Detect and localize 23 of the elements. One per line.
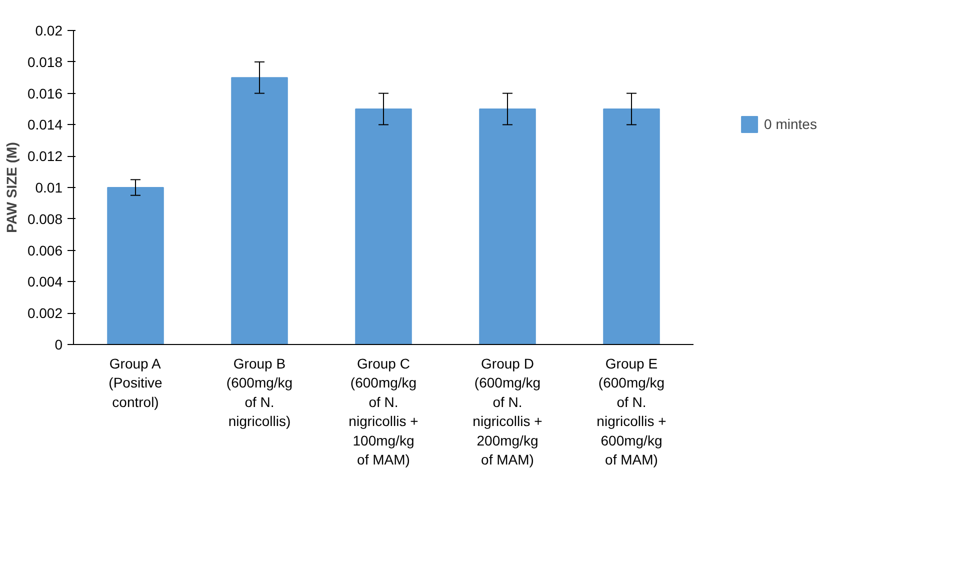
bar	[355, 108, 412, 344]
y-tick-label: 0.016	[27, 85, 63, 102]
bar	[107, 187, 164, 344]
bar	[603, 108, 660, 344]
y-tick-label: 0.02	[35, 22, 63, 38]
y-tick-label: 0.014	[27, 116, 63, 133]
y-tick-label: 0.002	[27, 305, 63, 322]
y-axis-title: PAW SIZE (M)	[3, 142, 20, 233]
y-tick-label: 0.01	[35, 180, 63, 196]
x-tick-label: Group C (600mg/kg of N. nigricollis + 100mg/kg of MAM)	[348, 356, 418, 468]
y-tick-label: 0.012	[27, 148, 63, 164]
bar	[231, 77, 288, 344]
y-tick-label: 0.018	[27, 54, 63, 70]
x-tick-label: Group D (600mg/kg of N. nigricollis + 200mg/kg of MAM)	[472, 356, 542, 468]
y-tick-label: 0.004	[27, 274, 63, 290]
x-tick-label: Group B (600mg/kg of N. nigricollis)	[226, 356, 293, 430]
legend-label: 0 mintes	[764, 116, 817, 132]
y-tick-label: 0.006	[27, 242, 63, 258]
bar	[479, 108, 536, 344]
y-tick-label: 0.008	[27, 210, 63, 227]
y-tick-label: 0	[54, 336, 63, 352]
x-tick-label: Group E (600mg/kg of N. nigricollis + 600mg/kg of MAM)	[596, 356, 666, 468]
x-tick-label: Group A (Positive control)	[108, 356, 163, 410]
